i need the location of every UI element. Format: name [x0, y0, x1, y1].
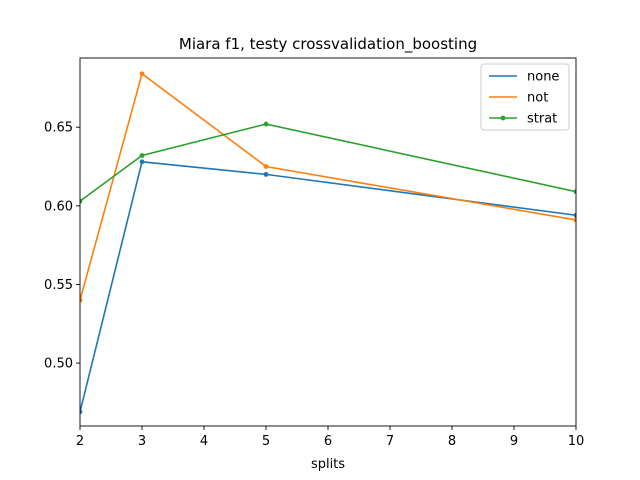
data-point-strat: [80, 198, 83, 204]
data-point-none: [573, 212, 576, 218]
x-tick-label: 4: [200, 434, 208, 449]
data-point-not: [139, 71, 145, 77]
y-tick-label: 0.50: [44, 357, 73, 372]
y-axis: 0.50 0.55 0.60 0.65: [44, 121, 80, 372]
legend-label: strat: [527, 112, 557, 127]
x-tick-label: 3: [138, 434, 146, 449]
legend-label: none: [527, 70, 559, 85]
y-tick-label: 0.55: [44, 278, 73, 293]
legend-box: [480, 63, 570, 131]
chart-title: Miara f1, testy crossvalidation_boosting: [179, 35, 477, 54]
data-point-none: [263, 171, 269, 177]
series-not: [80, 71, 576, 303]
series-none: [80, 159, 576, 415]
x-axis: 2 3 4 5 6 7 8 9 10: [76, 426, 584, 449]
data-point-not: [573, 217, 576, 223]
series-strat: [80, 121, 576, 204]
x-tick-label: 8: [448, 434, 456, 449]
x-tick-label: 7: [386, 434, 394, 449]
legend-item-none: none: [489, 70, 559, 85]
y-tick-label: 0.65: [44, 121, 73, 136]
data-point-strat: [139, 153, 145, 158]
data-point-strat: [263, 121, 269, 127]
x-tick-label: 5: [262, 434, 270, 449]
x-tick-label: 2: [76, 434, 84, 449]
series-line-strat: [80, 123, 576, 202]
x-tick-label: 6: [324, 434, 332, 449]
data-point-none: [139, 159, 145, 165]
data-point-none: [80, 409, 83, 415]
data-point-not: [263, 164, 269, 169]
legend-item-strat: strat: [489, 112, 557, 127]
legend: none not strat: [480, 63, 570, 131]
x-tick-label: 10: [568, 434, 585, 449]
x-axis-label: splits: [311, 457, 345, 472]
legend-marker: [500, 115, 506, 121]
legend-label: not: [527, 91, 548, 106]
data-point-strat: [573, 189, 576, 195]
series-line-none: [80, 160, 576, 413]
y-tick-label: 0.60: [44, 199, 73, 214]
data-point-not: [80, 297, 83, 303]
legend-item-not: not: [489, 91, 548, 106]
series-line-not: [80, 72, 576, 301]
x-tick-label: 9: [510, 434, 518, 449]
